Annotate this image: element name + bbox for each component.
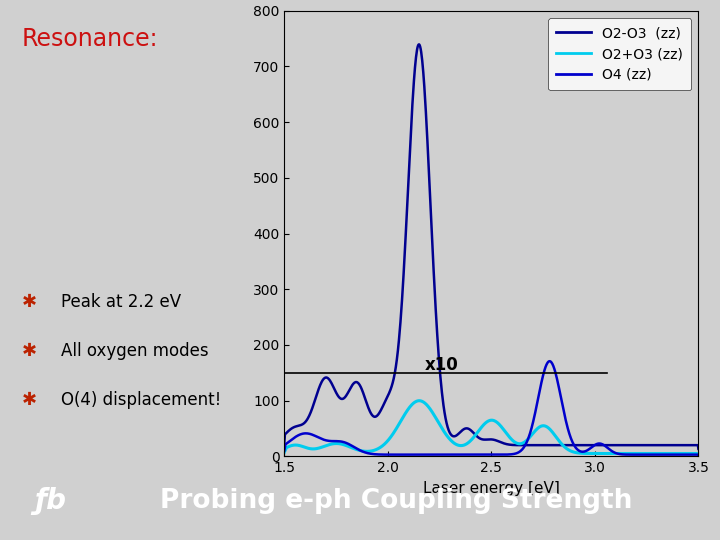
Legend: O2-O3  (zz), O2+O3 (zz), O4 (zz): O2-O3 (zz), O2+O3 (zz), O4 (zz) (548, 18, 691, 90)
X-axis label: Laser energy [eV]: Laser energy [eV] (423, 481, 560, 496)
O4 (zz) (531, 407, 540, 414)
Text: Probing e-ph Coupling Strength: Probing e-ph Coupling Strength (160, 488, 632, 514)
O2+O3 (zz) (532, 427, 541, 433)
O2+O3 (zz) (637, 450, 646, 457)
O2-O3  (zz) (637, 442, 646, 448)
Line: O2-O3  (zz): O2-O3 (zz) (284, 44, 698, 449)
O2-O3  (zz) (532, 442, 541, 448)
O4 (zz) (544, 359, 552, 365)
O2-O3  (zz) (305, 411, 314, 418)
O2-O3  (zz) (521, 442, 530, 448)
O2+O3 (zz) (521, 438, 530, 445)
O4 (zz) (280, 447, 289, 454)
O2-O3  (zz) (280, 438, 289, 445)
Text: Peak at 2.2 eV: Peak at 2.2 eV (61, 293, 181, 312)
O2+O3 (zz) (415, 397, 423, 404)
Text: ✱: ✱ (22, 390, 37, 409)
O4 (zz) (545, 358, 554, 365)
O2-O3  (zz) (415, 41, 423, 48)
O2+O3 (zz) (544, 425, 553, 431)
O2+O3 (zz) (305, 446, 314, 452)
Text: x10: x10 (426, 356, 459, 374)
O2-O3  (zz) (595, 442, 603, 448)
Text: ✱: ✱ (22, 342, 37, 360)
Text: ƒb: ƒb (35, 487, 66, 515)
O2+O3 (zz) (595, 450, 603, 457)
O2-O3  (zz) (694, 446, 703, 452)
O2+O3 (zz) (280, 449, 289, 455)
Line: O2+O3 (zz): O2+O3 (zz) (284, 401, 698, 455)
Text: ✱: ✱ (22, 293, 37, 312)
O4 (zz) (637, 451, 646, 458)
O4 (zz) (694, 452, 703, 458)
Text: O(4) displacement!: O(4) displacement! (61, 390, 222, 409)
O4 (zz) (305, 430, 314, 437)
O2-O3  (zz) (544, 442, 553, 448)
Text: All oxygen modes: All oxygen modes (61, 342, 209, 360)
O2+O3 (zz) (694, 451, 703, 458)
Text: Resonance:: Resonance: (22, 27, 158, 51)
O4 (zz) (521, 443, 529, 449)
Line: O4 (zz): O4 (zz) (284, 361, 698, 455)
O4 (zz) (595, 440, 603, 447)
